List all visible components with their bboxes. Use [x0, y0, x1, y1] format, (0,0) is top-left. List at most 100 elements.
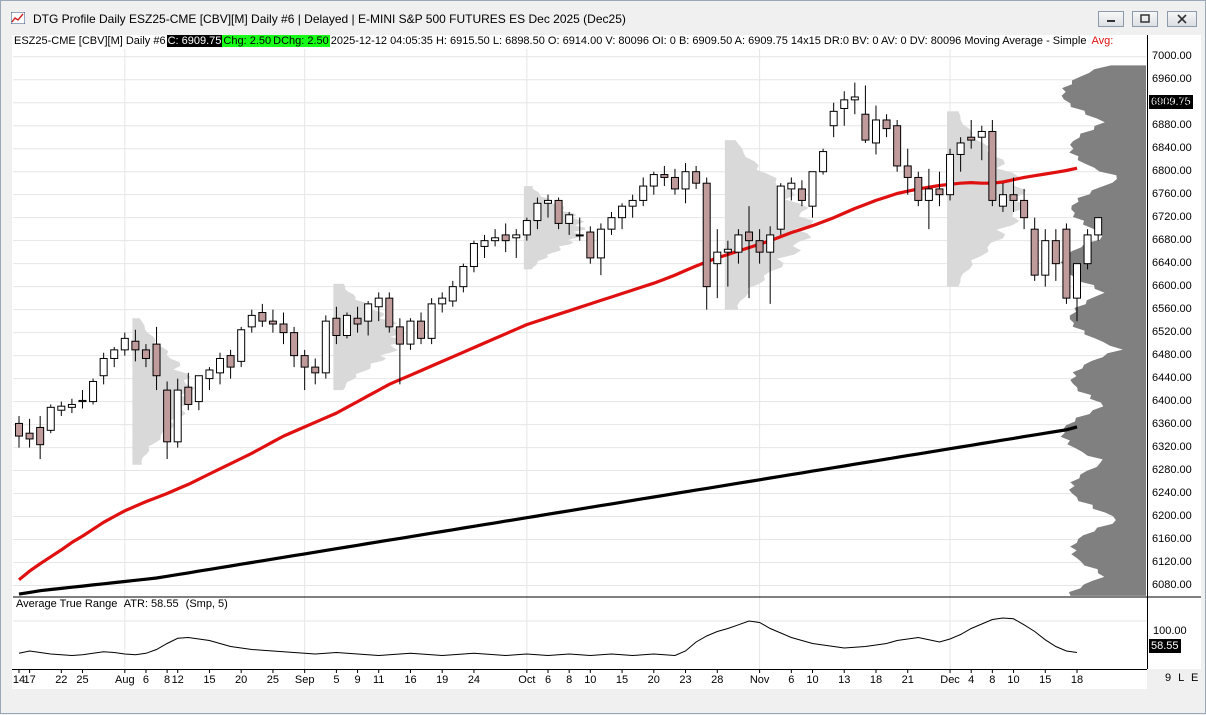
candle-body	[512, 234, 521, 239]
price-tick-label: 6200.00	[1152, 509, 1192, 522]
candle-body	[956, 142, 965, 155]
candle-body	[173, 389, 182, 443]
price-tick-label: 6360.00	[1152, 417, 1192, 430]
time-tick-label: 8	[164, 674, 171, 686]
candle-body	[237, 329, 246, 362]
atr-params: (Smp, 5)	[185, 598, 228, 610]
candle-body	[152, 343, 161, 377]
price-tick-label: 6520.00	[1152, 325, 1192, 338]
candle-body	[575, 234, 584, 237]
candle-body	[342, 314, 351, 336]
atr-legend: Average True Range ATR: 58.55 (Smp, 5)	[16, 598, 232, 610]
close-button[interactable]	[1167, 11, 1197, 27]
candle-body	[702, 182, 711, 288]
candle-body	[871, 119, 880, 144]
candle-body	[332, 317, 341, 336]
candle-body	[364, 303, 373, 322]
time-tick-label: 19	[436, 674, 449, 686]
price-tick-label: 6120.00	[1152, 555, 1192, 568]
chart-app-icon	[11, 12, 25, 24]
candle-body	[797, 188, 806, 201]
corner-indicators[interactable]: 9 L E	[1165, 672, 1201, 684]
time-tick-label: 24	[467, 674, 481, 686]
time-tick-label: Aug	[115, 674, 135, 686]
candle-body	[1020, 199, 1029, 219]
candle-body	[829, 110, 838, 127]
candle-body	[427, 303, 436, 339]
candle-body	[205, 369, 214, 380]
candle-body	[501, 234, 510, 242]
time-tick-label: 20	[235, 674, 248, 686]
session-profile	[724, 140, 814, 310]
candle-body	[755, 240, 764, 253]
candle-body	[544, 199, 552, 204]
candle-body	[385, 297, 394, 328]
status-chg: Chg: 2.50	[222, 35, 273, 47]
time-tick-label: 8	[566, 674, 573, 686]
restore-icon	[1140, 14, 1150, 23]
time-tick-label: 12	[171, 674, 184, 686]
price-tick-label: 6880.00	[1152, 118, 1192, 131]
candle-body	[670, 176, 679, 190]
candle-body	[321, 320, 330, 374]
title-bar[interactable]: DTG Profile Daily ESZ25-CME [CBV][M] Dai…	[1, 1, 1205, 35]
candle-body	[131, 340, 140, 351]
candle-body	[25, 432, 34, 440]
candle-body	[353, 317, 362, 325]
time-tick-label: 25	[266, 674, 280, 686]
candle-body	[723, 248, 732, 253]
candle-body	[141, 349, 150, 359]
time-tick-label: 18	[1070, 674, 1084, 686]
time-tick-label: 13	[838, 674, 851, 686]
price-tick-label: 6240.00	[1152, 486, 1192, 499]
session-profile	[333, 283, 405, 391]
candle-body	[247, 314, 256, 328]
minimize-icon	[1107, 20, 1115, 22]
candle-body	[194, 375, 203, 403]
candle-body	[1009, 194, 1018, 201]
candle-body	[216, 357, 225, 374]
candle-body	[649, 174, 658, 187]
time-tick-label: 10	[584, 674, 597, 686]
price-tick-label: 6400.00	[1152, 394, 1192, 407]
time-tick-label: 6	[142, 674, 150, 686]
minimize-button[interactable]	[1098, 11, 1124, 27]
candle-body	[184, 386, 193, 405]
status-symbol: ESZ25-CME [CBV][M] Daily #6	[14, 35, 166, 47]
candle-body	[554, 199, 563, 224]
candle-body	[776, 185, 785, 230]
candle-body	[99, 357, 108, 377]
time-tick-label: 28	[711, 674, 724, 686]
candle-body	[290, 332, 299, 357]
time-tick-label: Dec	[940, 674, 960, 686]
price-scale[interactable]	[1147, 35, 1201, 669]
candle-body	[89, 380, 98, 403]
price-tick-label: 6280.00	[1152, 463, 1192, 476]
candle-body	[36, 426, 45, 446]
time-tick-label: 4	[968, 674, 975, 686]
status-dchg: DChg: 2.50	[272, 35, 330, 47]
price-tick-label: 6680.00	[1152, 233, 1192, 246]
time-axis[interactable]	[12, 669, 1147, 689]
candle-body	[1062, 228, 1071, 299]
price-tick-label: 6960.00	[1152, 72, 1192, 85]
candle-body	[713, 251, 722, 265]
candle-body	[977, 130, 986, 138]
price-tick-label: 6600.00	[1152, 279, 1192, 292]
candle-body	[893, 125, 902, 167]
candle-body	[903, 165, 912, 178]
price-tick-label: 7000.00	[1152, 49, 1192, 62]
time-tick-label: 17	[23, 674, 36, 686]
restore-button[interactable]	[1132, 11, 1158, 27]
candle-body	[110, 349, 119, 359]
candle-body	[15, 422, 23, 437]
time-tick-label: 21	[901, 674, 914, 686]
candle-body	[819, 151, 828, 173]
candle-body	[840, 99, 849, 109]
candle-body	[522, 220, 531, 236]
candle-body	[57, 405, 66, 411]
candle-body	[946, 153, 955, 196]
time-tick-label: 18	[869, 674, 883, 686]
